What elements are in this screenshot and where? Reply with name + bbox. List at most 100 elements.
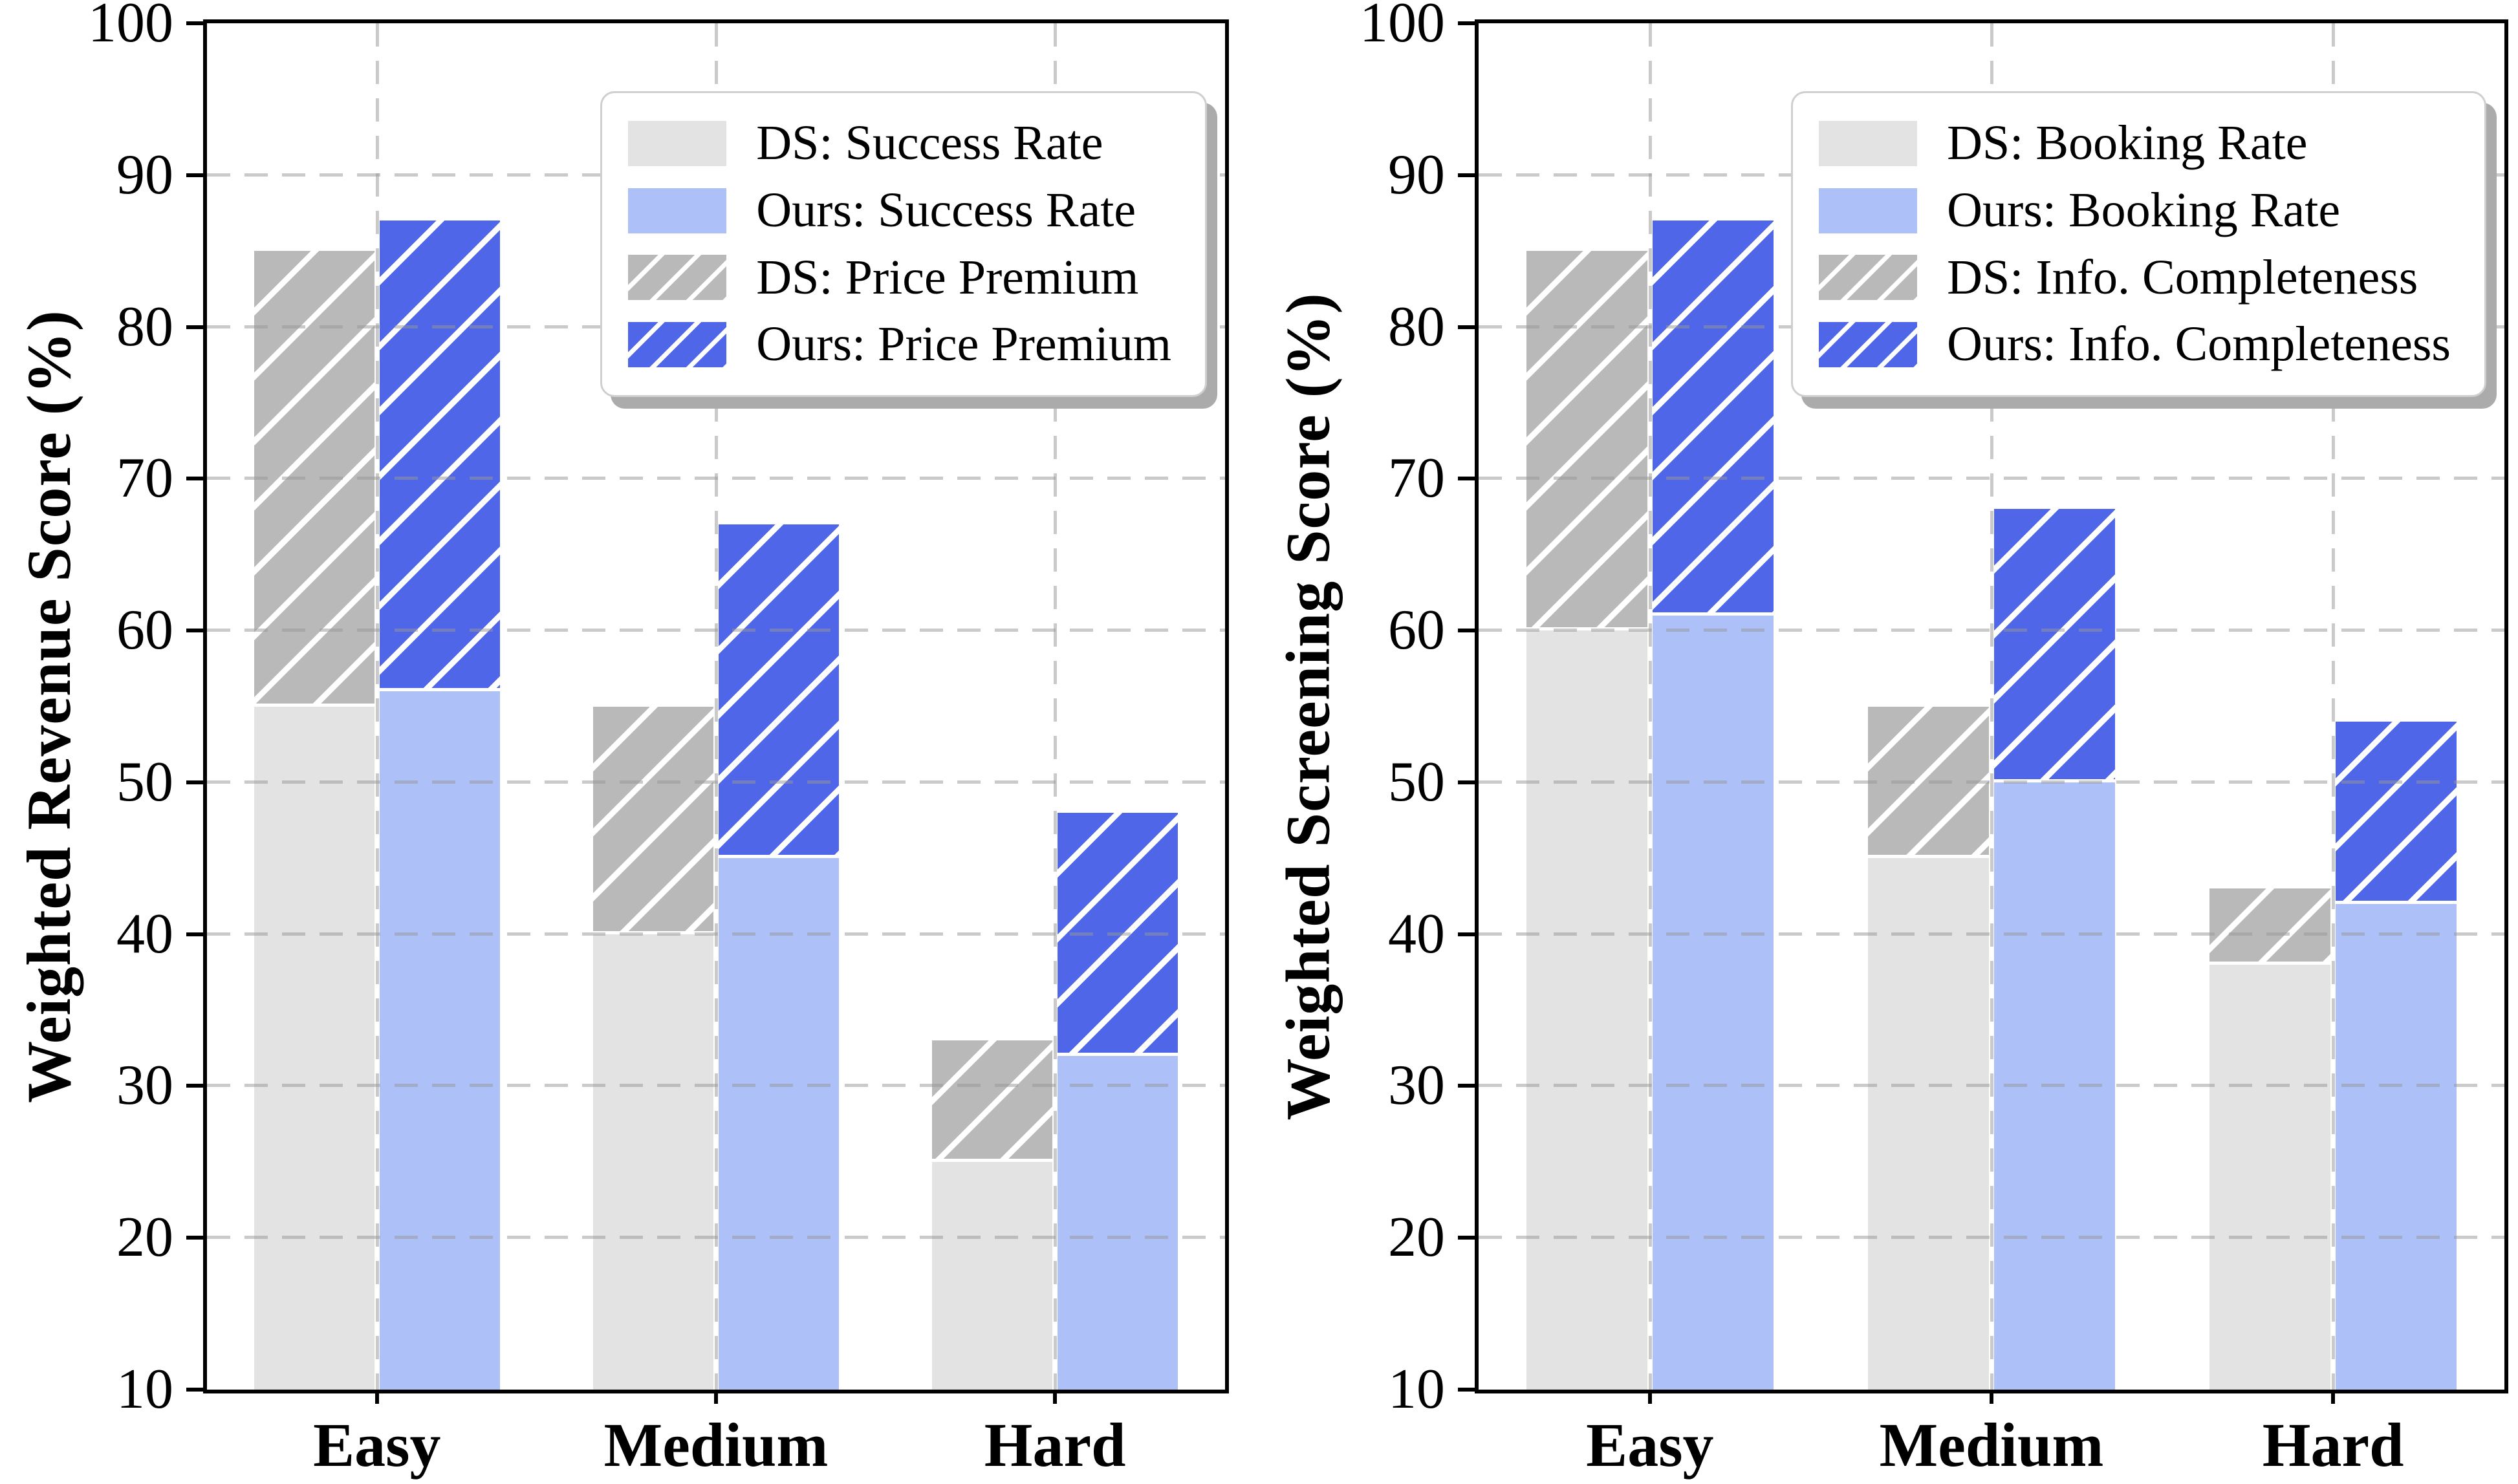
x-tick-label-medium: Medium bbox=[603, 1410, 829, 1479]
y-tick-20 bbox=[1458, 1236, 1475, 1240]
y-tick-label-20: 20 bbox=[116, 1206, 173, 1269]
bar-ds-easy-solid bbox=[1526, 630, 1647, 1390]
y-tick-100 bbox=[186, 21, 203, 25]
y-tick-label-70: 70 bbox=[116, 447, 173, 510]
y-tick-label-80: 80 bbox=[116, 295, 173, 358]
y-tick-80 bbox=[1458, 325, 1475, 329]
y-tick-10 bbox=[186, 1388, 203, 1392]
bar-ds-medium-solid bbox=[1867, 858, 1990, 1390]
y-tick-80 bbox=[186, 325, 203, 329]
bar-ours-hard-hatch bbox=[1058, 812, 1178, 1056]
y-tick-label-10: 10 bbox=[116, 1358, 173, 1421]
legend-swatch-solid-icon bbox=[628, 188, 727, 233]
x-tick-medium bbox=[1990, 1390, 1993, 1404]
bar-ds-hard-solid bbox=[2209, 964, 2331, 1390]
legend-swatch-hatch-icon bbox=[628, 255, 727, 301]
y-tick-20 bbox=[186, 1236, 203, 1240]
legend-label-3: Ours: Price Premium bbox=[756, 317, 1171, 372]
bar-ours-hard-hatch bbox=[2336, 722, 2457, 904]
gridline-x-easy bbox=[375, 23, 379, 1390]
y-tick-label-90: 90 bbox=[1388, 143, 1445, 206]
bar-ds-easy-solid bbox=[254, 706, 374, 1390]
y-tick-label-50: 50 bbox=[1388, 750, 1445, 813]
legend-label-0: DS: Success Rate bbox=[756, 116, 1103, 170]
x-tick-hard bbox=[1053, 1390, 1058, 1404]
legend-label-2: DS: Info. Completeness bbox=[1947, 250, 2418, 305]
y-tick-label-100: 100 bbox=[88, 0, 173, 54]
legend-swatch-solid-icon bbox=[1819, 188, 1918, 233]
y-tick-30 bbox=[186, 1084, 203, 1088]
x-tick-easy bbox=[374, 1390, 379, 1404]
legend-item-2: DS: Info. Completeness bbox=[1819, 244, 2451, 312]
y-tick-label-70: 70 bbox=[1388, 447, 1445, 510]
x-tick-label-hard: Hard bbox=[2262, 1410, 2404, 1479]
y-tick-label-30: 30 bbox=[1388, 1054, 1445, 1117]
legend-item-0: DS: Booking Rate bbox=[1819, 110, 2451, 177]
legend-swatch-solid-icon bbox=[628, 120, 727, 166]
y-tick-50 bbox=[186, 780, 203, 784]
y-tick-30 bbox=[1458, 1084, 1475, 1088]
bar-ds-medium-solid bbox=[593, 934, 714, 1390]
bar-ours-easy-hatch bbox=[1652, 220, 1774, 616]
y-tick-70 bbox=[1458, 477, 1475, 481]
bar-ours-hard-solid bbox=[2336, 903, 2457, 1390]
bar-ours-hard-solid bbox=[1058, 1055, 1178, 1390]
y-tick-70 bbox=[186, 477, 203, 481]
y-tick-60 bbox=[186, 629, 203, 633]
y-tick-90 bbox=[1458, 173, 1475, 177]
y-tick-label-60: 60 bbox=[116, 599, 173, 662]
bar-ds-easy-hatch bbox=[254, 251, 374, 707]
legend-swatch-solid-icon bbox=[1819, 120, 1918, 166]
y-tick-40 bbox=[186, 932, 203, 936]
x-tick-medium bbox=[714, 1390, 718, 1404]
legend-item-3: Ours: Info. Completeness bbox=[1819, 311, 2451, 378]
legend-left: DS: Success Rate Ours: Success Rate DS: Pr… bbox=[600, 91, 1207, 398]
bar-ours-medium-solid bbox=[1993, 782, 2116, 1390]
y-tick-label-60: 60 bbox=[1388, 599, 1445, 662]
y-tick-50 bbox=[1458, 780, 1475, 784]
y-axis-title-left: Weighted Revenue Score (%) bbox=[6, 19, 91, 1393]
y-tick-label-40: 40 bbox=[1388, 902, 1445, 965]
y-tick-label-40: 40 bbox=[116, 902, 173, 965]
legend-label-0: DS: Booking Rate bbox=[1947, 116, 2308, 170]
x-tick-hard bbox=[2331, 1390, 2336, 1404]
y-tick-40 bbox=[1458, 932, 1475, 936]
y-tick-label-50: 50 bbox=[116, 750, 173, 813]
x-tick-label-medium: Medium bbox=[1879, 1410, 2104, 1479]
bar-ds-easy-hatch bbox=[1526, 251, 1647, 631]
panel-weighted-screening: Weighted Screening Score (%) DS: Booking… bbox=[1259, 0, 2518, 1484]
y-axis-title-right: Weighted Screening Score (%) bbox=[1266, 19, 1350, 1393]
legend-label-2: DS: Price Premium bbox=[756, 250, 1139, 305]
y-tick-60 bbox=[1458, 629, 1475, 633]
bar-ds-hard-solid bbox=[932, 1161, 1053, 1390]
y-axis-title-left-text: Weighted Revenue Score (%) bbox=[14, 310, 83, 1103]
x-tick-label-hard: Hard bbox=[984, 1410, 1126, 1479]
legend-label-1: Ours: Success Rate bbox=[756, 182, 1136, 237]
legend-item-1: Ours: Booking Rate bbox=[1819, 177, 2451, 244]
panel-weighted-revenue: Weighted Revenue Score (%) DS: Success R… bbox=[6, 0, 1229, 1476]
legend-swatch-hatch-icon bbox=[628, 322, 727, 368]
y-tick-90 bbox=[186, 173, 203, 177]
legend-label-3: Ours: Info. Completeness bbox=[1947, 317, 2451, 372]
bar-ours-easy-hatch bbox=[379, 220, 500, 692]
legend-swatch-hatch-icon bbox=[1819, 322, 1918, 368]
bar-ds-hard-hatch bbox=[932, 1040, 1053, 1162]
legend-item-0: DS: Success Rate bbox=[628, 110, 1171, 177]
plot-area-left: DS: Success Rate Ours: Success Rate DS: Pr… bbox=[88, 0, 1229, 1476]
y-tick-label-10: 10 bbox=[1388, 1358, 1445, 1421]
legend-item-1: Ours: Success Rate bbox=[628, 177, 1171, 244]
legend-item-2: DS: Price Premium bbox=[628, 244, 1171, 312]
legend-label-1: Ours: Booking Rate bbox=[1947, 182, 2341, 237]
x-tick-label-easy: Easy bbox=[1586, 1410, 1714, 1479]
y-tick-100 bbox=[1458, 21, 1475, 25]
bar-ds-medium-hatch bbox=[593, 706, 714, 934]
bar-ours-medium-hatch bbox=[718, 524, 839, 859]
y-tick-label-90: 90 bbox=[116, 143, 173, 206]
y-tick-label-20: 20 bbox=[1388, 1206, 1445, 1269]
x-tick-label-easy: Easy bbox=[313, 1410, 441, 1479]
x-tick-easy bbox=[1647, 1390, 1652, 1404]
bar-ours-medium-hatch bbox=[1993, 509, 2116, 782]
y-tick-10 bbox=[1458, 1388, 1475, 1392]
plot-area-right: DS: Booking Rate Ours: Booking Rate DS: In… bbox=[1360, 0, 2508, 1476]
